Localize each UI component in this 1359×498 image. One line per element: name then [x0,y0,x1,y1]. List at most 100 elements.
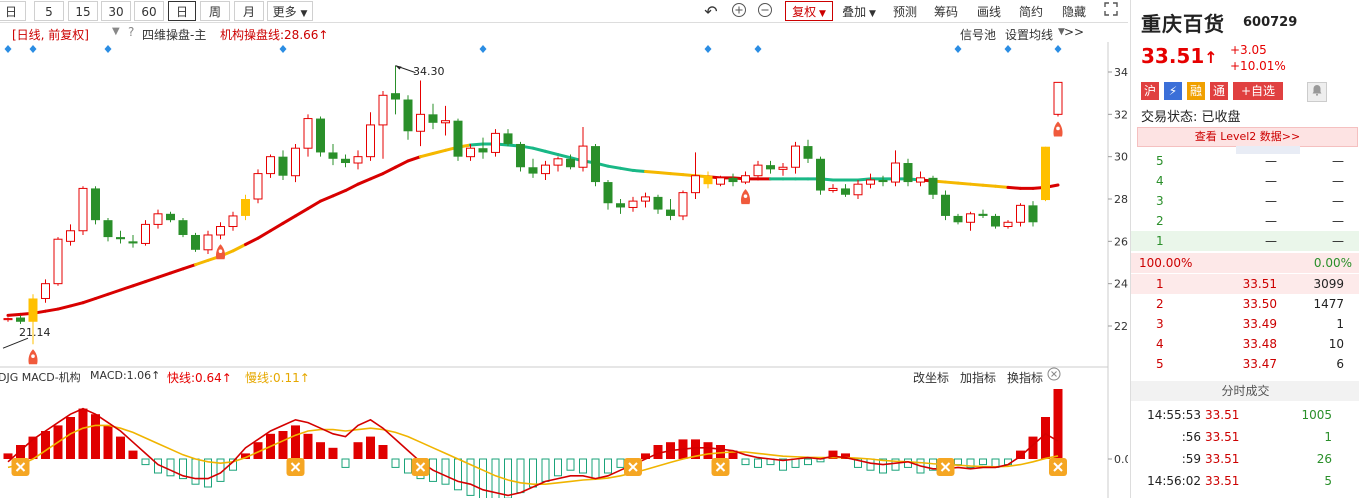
price-tick-label: 26.00 [1114,235,1128,248]
connect-badge[interactable]: 通 [1210,82,1228,100]
level-price: — [1265,154,1277,168]
candle-body-up [866,179,875,185]
period-15min[interactable]: 15 [68,1,98,21]
macd-bar-positive [41,431,50,459]
macd-bar-positive [241,453,250,459]
macd-bar-positive [316,442,325,459]
change-axis-link[interactable]: 改坐标 [913,371,950,385]
ma-settings-link[interactable]: 设置均线 [1005,28,1054,42]
trade-price: 33.51 [1205,408,1240,422]
candle-body-up [3,318,13,321]
level-volume: 3099 [1313,277,1344,291]
switch-indicator-link[interactable]: 换指标 [1007,371,1044,385]
bell-icon[interactable] [1307,82,1327,102]
jigou-line-segment [106,288,122,296]
period-month[interactable]: 月 [234,1,264,21]
fuquan-button[interactable]: 复权 ▼ [785,1,833,21]
macd-bar-positive [841,453,850,459]
candle-body-down [766,165,775,170]
candle-body-down [728,177,738,183]
candle-body-up [66,230,75,242]
period-week[interactable]: 周 [200,1,230,21]
candle-body-up [441,120,450,124]
level-volume: — [1332,194,1344,208]
macd-bar-positive [653,445,663,459]
macd-indicator-name[interactable]: DJG MACD-机构 [0,371,81,384]
undo-icon[interactable]: ↶ [704,2,718,21]
macd-bar-negative [204,458,212,488]
diamond-marker [1054,45,1062,53]
add-indicator-link[interactable]: 加指标 [960,371,997,385]
jigou-line-segment [969,182,985,187]
jianyue-button[interactable]: 简约 [1014,1,1048,21]
bid-ask-ratio: 100.00% 0.00% [1131,253,1359,273]
diamond-marker [4,45,12,53]
candle-body-up [216,226,225,236]
candle-body-up [78,187,88,232]
legend-dropdown-icon[interactable]: ▼ [112,26,120,37]
diamond-marker [754,45,762,53]
jigou-line-segment [406,155,422,163]
help-icon[interactable]: ? [128,25,135,39]
candle-body-up [791,145,800,168]
macd-bar-positive [16,445,25,459]
candle-body-up [466,147,475,158]
candle-body-down [1028,205,1038,223]
ask-level: 3 — — [1131,191,1359,211]
kline-chart[interactable]: [日线, 前复权] ▼ ? 四维操盘-主 机构操盘线:28.66↑ 信号池 设置… [0,22,1128,498]
macd-value: MACD:1.06↑ [90,369,161,382]
hide-button[interactable]: 隐藏>> [1052,1,1096,39]
hide-label: 隐藏>> [1061,5,1086,39]
cross-signal-mark [628,462,638,472]
macd-bar-negative [954,458,962,466]
jigou-line-segment [306,199,322,211]
candle-body-down [103,220,113,238]
level-volume: 6 [1336,357,1344,371]
ask-level: 5 — — [1131,151,1359,171]
margin-badge[interactable]: 融 [1187,82,1205,100]
candle-body-up [141,223,150,244]
rocket-markers [28,121,1063,365]
period-30min[interactable]: 30 [101,1,131,21]
level2-link[interactable]: 查看 Level2 数据>> [1137,127,1358,147]
candle-body-up [253,173,263,200]
chouma-button[interactable]: 筹码 [929,1,963,21]
period-5min[interactable]: 5 [34,1,64,21]
zoom-in-icon[interactable] [728,1,750,21]
candle-body-down [278,156,288,176]
yuce-button[interactable]: 预测 [888,1,922,21]
ratio-left: 100.00% [1139,256,1193,270]
trade-time: 14:55:53 [1147,408,1201,422]
huaxian-button[interactable]: 画线 [972,1,1006,21]
indicator-name[interactable]: 四维操盘-主 [142,28,207,42]
period-more[interactable]: 更多 ▼ [267,1,313,21]
add-watchlist-button[interactable]: +自选 [1233,82,1283,100]
candle-body-down [903,163,913,183]
diamond-marker [104,45,112,53]
price-tick-label: 24.00 [1114,278,1128,291]
candle-body-down [128,241,138,244]
fullscreen-icon[interactable] [1100,1,1122,21]
candle-body-up [291,147,300,177]
diejia-button[interactable]: 叠加 ▼ [837,1,881,21]
lightning-icon[interactable]: ⚡ [1164,82,1182,100]
dropdown-arrow-icon[interactable]: ▼ [1058,27,1065,37]
period-day-selected[interactable]: 日 [0,1,26,21]
period-label: 60 [141,5,157,19]
macd-bar-positive [691,439,700,459]
period-60min[interactable]: 60 [134,1,164,21]
close-indicator-icon[interactable] [1047,367,1061,384]
jigou-line-segment [1006,185,1022,190]
zoom-out-icon[interactable] [754,1,776,21]
rocket-window [31,354,35,359]
macd-bar-negative [404,458,412,474]
sh-market-badge[interactable]: 沪 [1141,82,1159,100]
period-label: 日 [175,5,188,19]
signal-pool-link[interactable]: 信号池 [960,28,997,42]
jigou-line-segment [69,301,85,308]
period-day[interactable]: 日 [168,1,196,21]
rocket-window [1056,126,1060,131]
macd-bar-negative [879,458,887,474]
candle-body-down [191,234,200,250]
macd-bar-positive [28,436,38,459]
